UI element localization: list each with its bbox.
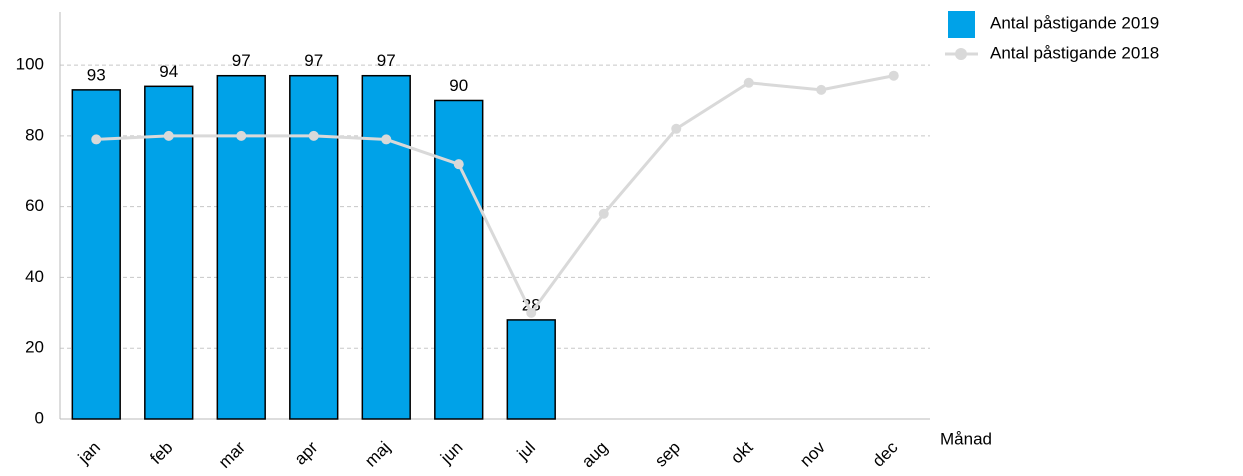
legend-swatch <box>955 48 967 60</box>
y-tick-label: 40 <box>25 267 44 286</box>
x-tick-label: okt <box>727 438 757 468</box>
y-tick-label: 80 <box>25 125 44 144</box>
bar <box>434 99 484 420</box>
x-tick-label: aug <box>578 438 611 471</box>
y-tick-label: 100 <box>16 55 44 74</box>
legend-swatch <box>948 11 975 38</box>
x-tick-label: dec <box>869 437 902 470</box>
bar-value-label: 93 <box>87 65 106 84</box>
bar <box>144 85 194 420</box>
bar-value-label: 94 <box>159 62 178 81</box>
x-tick-label: feb <box>146 438 176 468</box>
bar <box>361 74 411 420</box>
x-tick-label: sep <box>651 438 684 471</box>
legend-label: Antal påstigande 2018 <box>990 43 1159 62</box>
x-tick-label: jul <box>513 438 539 464</box>
line-point <box>91 134 102 145</box>
y-tick-label: 0 <box>35 408 44 427</box>
line-point <box>308 130 319 141</box>
line-point <box>816 84 827 95</box>
x-tick-label: apr <box>291 438 322 469</box>
bar <box>506 319 556 420</box>
bar <box>71 89 121 420</box>
x-tick-label: mar <box>215 438 249 472</box>
line-point <box>743 77 754 88</box>
x-tick-label: nov <box>796 437 829 470</box>
bar-value-label: 90 <box>449 76 468 95</box>
line-point <box>381 134 392 145</box>
bar-value-label: 97 <box>232 51 251 70</box>
x-tick-label: jan <box>74 438 104 468</box>
bar <box>289 74 339 420</box>
line-point <box>888 70 899 81</box>
line-point <box>453 159 464 170</box>
x-tick-label: jun <box>436 438 466 468</box>
line-point <box>598 208 609 219</box>
bar <box>216 74 266 420</box>
line-point <box>163 130 174 141</box>
line-point <box>236 130 247 141</box>
bar-value-label: 97 <box>304 51 323 70</box>
y-tick-label: 60 <box>25 196 44 215</box>
x-axis-label: Månad <box>940 429 992 448</box>
bar-value-label: 97 <box>377 51 396 70</box>
x-tick-label: maj <box>361 438 394 471</box>
line <box>96 74 895 316</box>
line-point <box>671 123 682 134</box>
line-point <box>526 307 537 318</box>
y-tick-label: 20 <box>25 338 44 357</box>
legend-label: Antal påstigande 2019 <box>990 13 1159 32</box>
